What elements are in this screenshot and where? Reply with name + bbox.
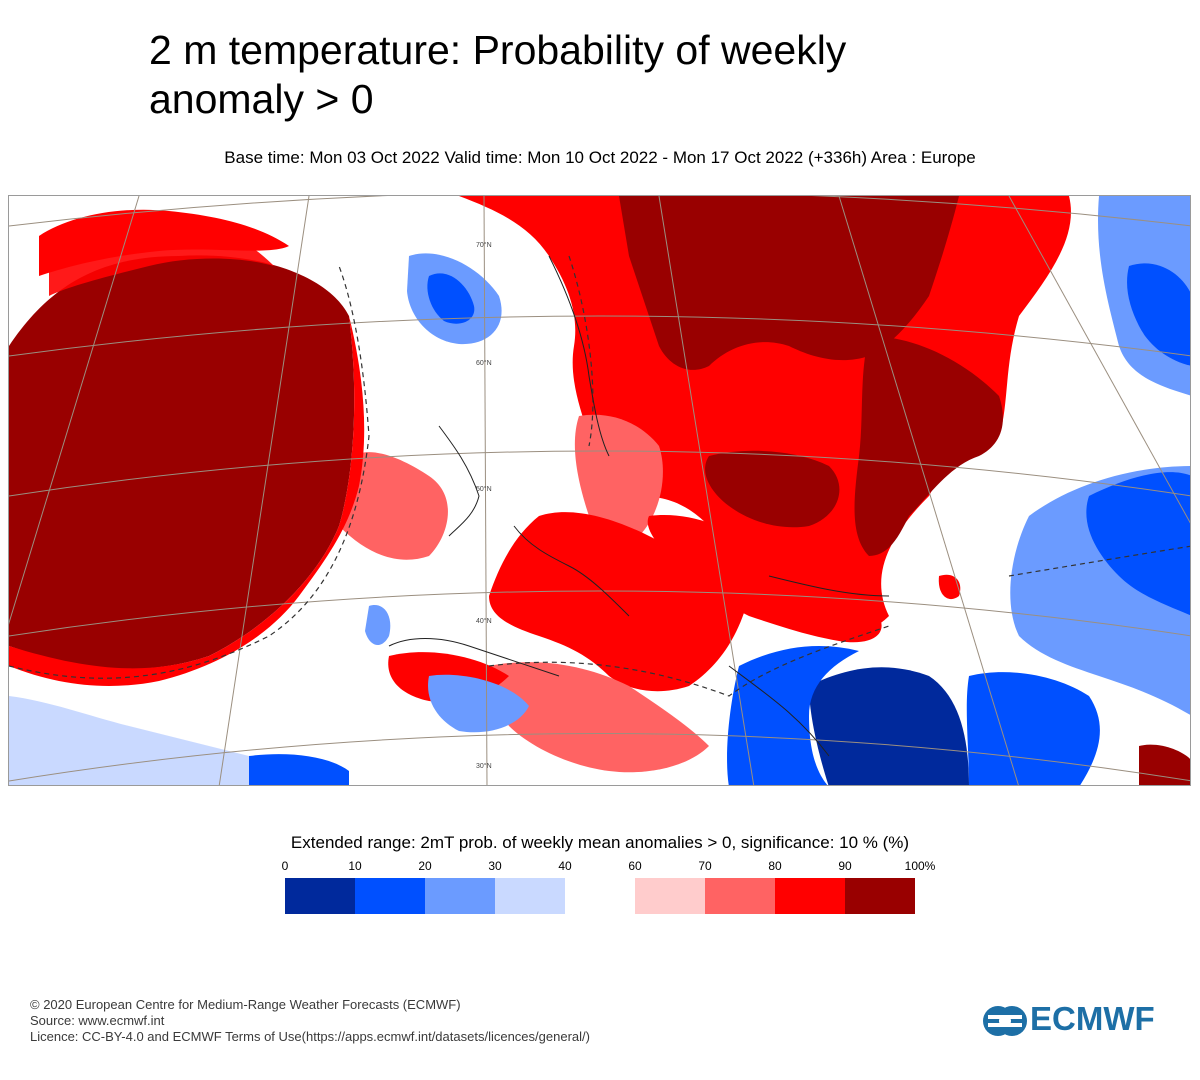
legend-bin-20-30 (425, 878, 495, 914)
region-africa-20-30 (428, 674, 529, 733)
lat-label-50: 50°N (476, 485, 492, 493)
map-svg: 70°N 60°N 50°N 40°N 30°N (9, 196, 1190, 785)
legend-bin-80-90 (775, 878, 845, 914)
time-info-subtitle: Base time: Mon 03 Oct 2022 Valid time: M… (224, 148, 976, 167)
region-south-atlantic-10-20 (249, 754, 349, 785)
copyright-footer: © 2020 European Centre for Medium-Range … (30, 997, 590, 1045)
legend-tick-10: 10 (348, 859, 362, 873)
region-greenland-red (39, 209, 289, 276)
region-east-90-100 (854, 336, 1003, 556)
coastlines (388, 255, 890, 757)
region-italy-balkans-red (647, 515, 882, 643)
legend-bin-70-80 (705, 878, 775, 914)
legend-tick-100: 100% (904, 859, 936, 873)
title-line-2: anomaly > 0 (149, 76, 374, 122)
lat-label-40: 40°N (476, 617, 492, 625)
region-ukraine-90-100 (705, 450, 840, 528)
legend-tick-90: 90 (838, 859, 852, 873)
ecmwf-logo-icon (983, 1006, 1027, 1036)
legend-bin-10-20 (355, 878, 425, 914)
region-norwegian-sea-darkblue (427, 273, 475, 324)
graticule (9, 196, 1190, 785)
legend-tick-40: 40 (558, 859, 572, 873)
legend-title: Extended range: 2mT prob. of weekly mean… (290, 833, 910, 852)
legend-tick-0: 0 (281, 859, 289, 873)
footer-copyright: © 2020 European Centre for Medium-Range … (30, 997, 461, 1012)
region-middle-east-10-20 (966, 672, 1100, 785)
lat-label-30: 30°N (476, 762, 492, 770)
region-atlantic-90-100 (9, 255, 355, 670)
legend-tick-20: 20 (418, 859, 432, 873)
ecmwf-logo[interactable]: ECMWF (982, 1000, 1172, 1043)
legend-bin-90-100 (845, 878, 915, 914)
region-north-africa-70-80 (487, 662, 709, 773)
lat-label-60: 60°N (476, 359, 492, 367)
footer-licence: Licence: CC-BY-4.0 and ECMWF Terms of Us… (30, 1029, 590, 1044)
region-caspian-red (938, 574, 961, 600)
ecmwf-logo-text: ECMWF (1030, 1000, 1155, 1037)
probability-map: 70°N 60°N 50°N 40°N 30°N (8, 195, 1191, 786)
legend-tick-70: 70 (698, 859, 712, 873)
region-northeast-darkblue (1127, 263, 1190, 366)
legend-tick-60: 60 (628, 859, 642, 873)
region-russia-90-100 (619, 196, 959, 370)
legend-bin-60-70 (635, 878, 705, 914)
region-central-europe-70-80 (574, 414, 663, 540)
chart-title: 2 m temperature: Probability of weekly a… (149, 26, 1049, 124)
title-line-1: 2 m temperature: Probability of weekly (149, 27, 847, 73)
region-atlantic-edge-70-80 (339, 452, 448, 560)
lat-label-70: 70°N (476, 241, 492, 249)
legend-tick-30: 30 (488, 859, 502, 873)
region-southwest-30-40 (9, 696, 249, 785)
region-spain-blue (365, 605, 391, 646)
region-east-med-0-10 (809, 667, 969, 785)
legend-tick-80: 80 (768, 859, 782, 873)
legend-bin-0-10 (285, 878, 355, 914)
legend-bin-30-40 (495, 878, 565, 914)
footer-source: Source: www.ecmwf.int (30, 1013, 165, 1028)
region-east-0-10 (1086, 472, 1190, 616)
region-east-med-10-20 (727, 646, 859, 785)
significance-contours (9, 255, 1190, 697)
